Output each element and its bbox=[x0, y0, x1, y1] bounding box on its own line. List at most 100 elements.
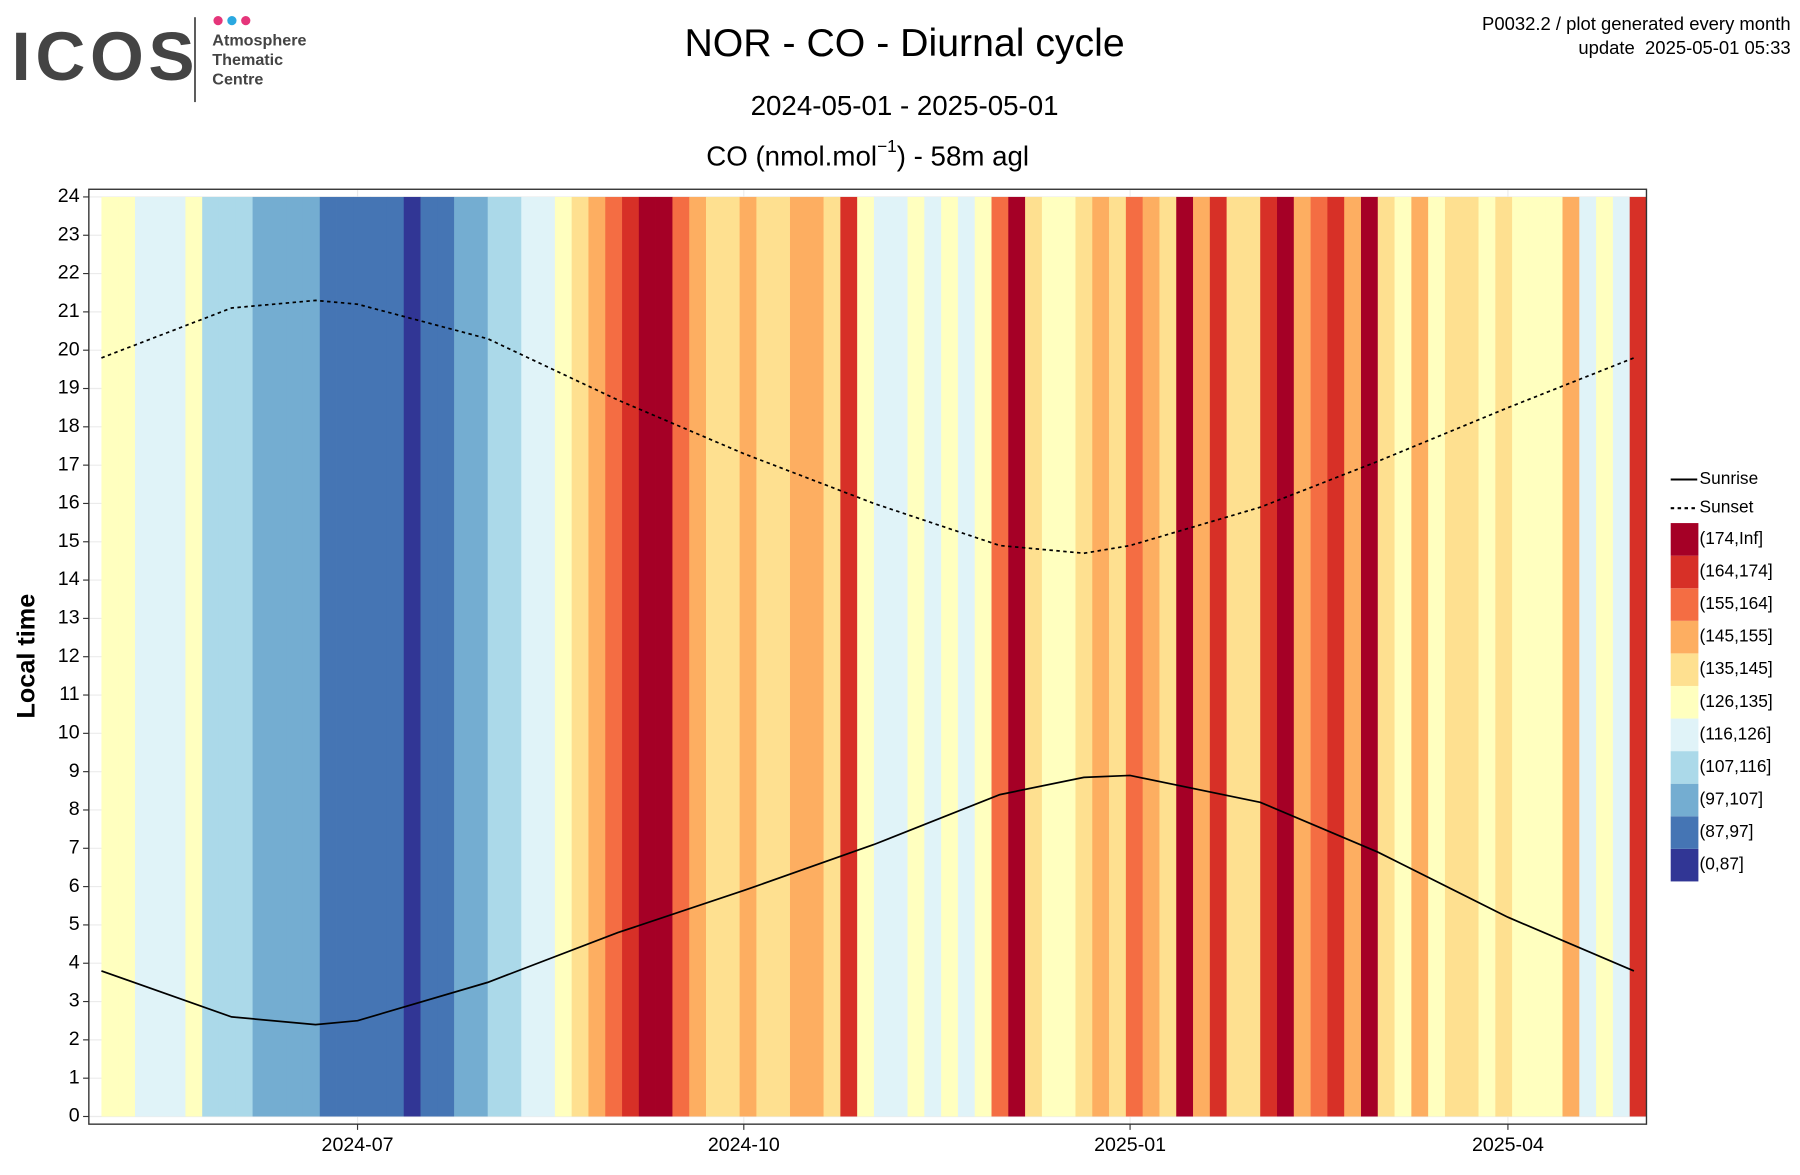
legend-label: Sunrise bbox=[1700, 468, 1759, 488]
heat-cell bbox=[941, 196, 959, 1117]
heat-cell bbox=[302, 196, 321, 1117]
y-tick-label: 8 bbox=[69, 798, 80, 820]
heat-cell bbox=[1058, 196, 1076, 1117]
logo-dot bbox=[241, 16, 251, 26]
heat-cell bbox=[319, 196, 337, 1117]
y-tick-label: 0 bbox=[69, 1105, 80, 1127]
heat-cell bbox=[1579, 196, 1597, 1117]
heat-cell bbox=[1293, 196, 1311, 1117]
heat-cell bbox=[739, 196, 757, 1117]
heat-cell bbox=[1411, 196, 1429, 1117]
heat-cell bbox=[706, 196, 724, 1117]
legend-label: (87,97] bbox=[1700, 821, 1754, 841]
heat-cell bbox=[1142, 196, 1160, 1117]
heat-cell bbox=[101, 196, 119, 1117]
sun-line bbox=[101, 774, 1635, 1026]
heat-cell bbox=[957, 196, 976, 1117]
logo-text: Atmosphere bbox=[212, 32, 306, 50]
heat-cell bbox=[873, 196, 892, 1117]
y-tick-label: 1 bbox=[69, 1066, 80, 1088]
y-tick-label: 6 bbox=[69, 875, 80, 897]
heat-cell bbox=[1277, 196, 1295, 1117]
legend-label: (116,126] bbox=[1700, 723, 1772, 743]
heat-cell bbox=[840, 196, 858, 1117]
heat-cell bbox=[470, 196, 489, 1117]
heat-cell bbox=[823, 196, 841, 1117]
heat-cell bbox=[218, 196, 237, 1117]
heat-cell bbox=[1444, 196, 1463, 1117]
legend-label: (164,174] bbox=[1700, 561, 1773, 581]
logo-name: ICOS bbox=[12, 18, 200, 95]
y-tick-label: 19 bbox=[58, 377, 80, 399]
heat-cell bbox=[487, 196, 505, 1117]
heat-cell bbox=[1109, 196, 1127, 1117]
heat-cell bbox=[907, 196, 925, 1117]
logo-dot bbox=[213, 16, 223, 26]
heat-cell bbox=[689, 196, 707, 1117]
axis-title-part: ) - 58m agl bbox=[897, 141, 1029, 172]
heat-cell bbox=[672, 196, 690, 1117]
heat-cell bbox=[1226, 196, 1244, 1117]
heat-cell bbox=[1092, 196, 1110, 1117]
x-tick-label: 2025-04 bbox=[1472, 1134, 1544, 1156]
heat-cell bbox=[1478, 196, 1496, 1117]
y-tick-label: 9 bbox=[69, 760, 80, 782]
info-text: P0032.2 / plot generated every month bbox=[1482, 13, 1791, 34]
legend-swatch bbox=[1670, 816, 1699, 849]
heat-cell bbox=[1243, 196, 1261, 1117]
heat-cell bbox=[773, 196, 791, 1117]
heat-cell bbox=[991, 196, 1009, 1117]
heat-cell bbox=[1461, 196, 1479, 1117]
y-tick-label: 2 bbox=[69, 1028, 80, 1050]
info-text: update 2025-05-01 05:33 bbox=[1578, 37, 1790, 58]
heat-cell bbox=[538, 196, 556, 1117]
heat-cell bbox=[974, 196, 992, 1117]
heat-cell bbox=[370, 196, 388, 1117]
logo-text: Centre bbox=[212, 71, 263, 89]
heat-cell bbox=[353, 196, 371, 1117]
heat-cell bbox=[1193, 196, 1211, 1117]
heat-cell bbox=[185, 196, 203, 1117]
y-tick-label: 14 bbox=[58, 568, 80, 590]
heat-cell bbox=[437, 196, 455, 1117]
heat-cell bbox=[1041, 196, 1060, 1117]
legend-label: (97,107] bbox=[1700, 789, 1763, 809]
heat-cell bbox=[1394, 196, 1412, 1117]
legend-swatch bbox=[1670, 783, 1699, 817]
heat-cell bbox=[235, 196, 253, 1117]
heat-cell bbox=[554, 196, 573, 1117]
heat-cell bbox=[286, 196, 304, 1117]
axis-title-sup: −1 bbox=[877, 135, 897, 155]
heat-cell bbox=[1310, 196, 1328, 1117]
legend-swatch bbox=[1670, 588, 1699, 621]
y-tick-label: 16 bbox=[58, 492, 80, 514]
y-tick-label: 24 bbox=[58, 185, 80, 207]
heat-cell bbox=[135, 196, 153, 1117]
chart-title: NOR - CO - Diurnal cycle bbox=[684, 22, 1124, 65]
heat-cell bbox=[386, 196, 405, 1117]
legend-label: (174,Inf] bbox=[1700, 528, 1763, 548]
heat-cell bbox=[571, 196, 589, 1117]
axis-title: CO (nmol.mol−1) - 58m agl bbox=[706, 135, 1029, 171]
heat-cell bbox=[622, 196, 640, 1117]
heat-cell bbox=[1075, 196, 1093, 1117]
logo-dot bbox=[227, 16, 237, 26]
legend-label: (107,116] bbox=[1700, 756, 1772, 776]
heat-cell bbox=[1025, 196, 1043, 1117]
y-tick-label: 18 bbox=[58, 415, 80, 437]
legend-label: (135,145] bbox=[1700, 658, 1773, 678]
heat-cell bbox=[336, 196, 354, 1117]
heat-cell bbox=[638, 196, 656, 1117]
heat-cell bbox=[722, 196, 740, 1117]
heat-cell bbox=[168, 196, 186, 1117]
heat-cell bbox=[1209, 196, 1227, 1117]
heat-cell bbox=[504, 196, 522, 1117]
y-tick-label: 7 bbox=[69, 836, 80, 858]
heat-cell bbox=[1545, 196, 1563, 1117]
heat-cell bbox=[252, 196, 270, 1117]
heat-cell bbox=[1260, 196, 1278, 1117]
heat-cell bbox=[756, 196, 774, 1117]
y-tick-label: 10 bbox=[58, 722, 80, 744]
legend-swatch bbox=[1670, 685, 1699, 719]
